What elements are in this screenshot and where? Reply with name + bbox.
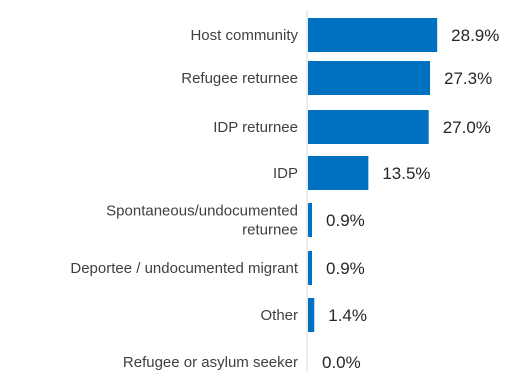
value-labels-group: 28.9% 27.3% 27.0% 13.5% 0.9% 0.9% 1.4% 0.0%: [322, 26, 499, 372]
value-label: 13.5%: [382, 164, 430, 183]
bar: [308, 61, 431, 95]
bar: [308, 251, 313, 285]
category-label: returnee: [242, 222, 298, 239]
category-labels-group: Host community Refugee returnee IDP return…: [70, 27, 298, 371]
bar: [308, 18, 438, 52]
bar: [308, 298, 315, 332]
category-label: Refugee or asylum seeker: [123, 354, 298, 371]
category-label: Host community: [190, 27, 298, 44]
value-label: 0.0%: [322, 353, 361, 372]
bar: [308, 110, 429, 144]
value-label: 0.9%: [326, 259, 365, 278]
value-label: 1.4%: [328, 306, 367, 325]
category-label: Deportee / undocumented migrant: [70, 260, 298, 277]
category-label: IDP returnee: [213, 119, 298, 136]
value-label: 27.0%: [443, 118, 491, 137]
category-label: IDP: [273, 165, 298, 182]
bar: [308, 156, 369, 190]
category-label: Other: [260, 307, 298, 324]
category-label: Spontaneous/undocumented: [106, 203, 298, 220]
value-label: 28.9%: [451, 26, 499, 45]
bars-group: [306, 10, 438, 372]
value-label: 0.9%: [326, 211, 365, 230]
value-label: 27.3%: [444, 69, 492, 88]
bar: [308, 203, 313, 237]
category-label: Refugee returnee: [181, 70, 298, 87]
